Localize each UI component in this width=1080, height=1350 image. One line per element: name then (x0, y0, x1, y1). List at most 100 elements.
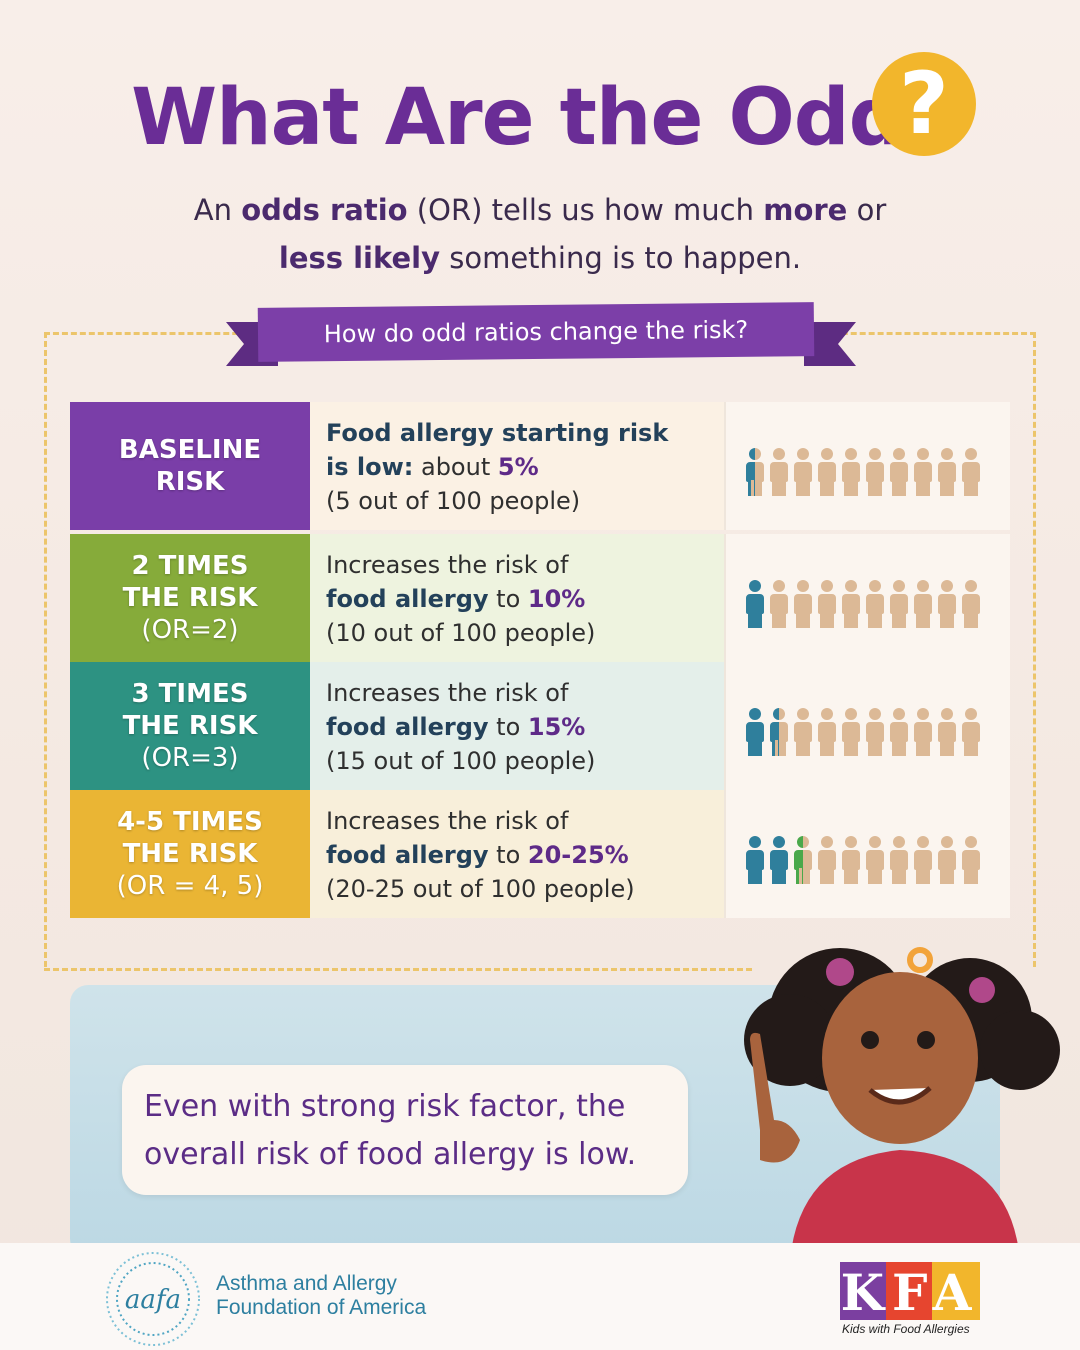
aafa-name: Asthma and Allergy Foundation of America (216, 1272, 426, 1320)
risk-row: 4-5 TIMES THE RISK (OR = 4, 5) Increases… (70, 790, 1008, 918)
person-icon (888, 708, 910, 758)
desc-count: (20-25 out of 100 people) (326, 872, 724, 906)
label-line: 3 TIMES (132, 678, 249, 710)
person-icon (840, 836, 862, 886)
person-icon (864, 836, 886, 886)
callout-line: overall risk of food allergy is low. (144, 1131, 666, 1179)
risk-description: Food allergy starting risk is low: about… (310, 402, 724, 530)
people-graphic (724, 790, 1010, 918)
kfa-tagline: Kids with Food Allergies (842, 1322, 970, 1336)
person-icon (744, 448, 766, 498)
dashed-frame-bottom (44, 968, 752, 971)
person-icon (816, 448, 838, 498)
subtitle-emphasis: odds ratio (241, 193, 407, 227)
person-icon (816, 836, 838, 886)
desc-count: (15 out of 100 people) (326, 744, 724, 778)
section-ribbon: How do odd ratios change the risk? (258, 302, 815, 362)
person-icon (912, 836, 934, 886)
person-icon (960, 708, 982, 758)
desc-count: (10 out of 100 people) (326, 616, 724, 650)
desc-text: to (489, 841, 528, 869)
person-icon (864, 448, 886, 498)
person-icon (936, 836, 958, 886)
desc-line: Food allergy starting risk (326, 419, 668, 447)
person-icon (960, 580, 982, 630)
aafa-name-line: Asthma and Allergy (216, 1272, 426, 1296)
callout-box: Even with strong risk factor, the overal… (122, 1065, 688, 1195)
person-icon (768, 448, 790, 498)
risk-percent: 20-25% (528, 841, 629, 869)
risk-percent: 15% (528, 713, 585, 741)
person-icon (936, 708, 958, 758)
face-icon (822, 972, 978, 1144)
risk-row: 3 TIMES THE RISK (OR=3) Increases the ri… (70, 662, 1008, 790)
person-icon (840, 448, 862, 498)
subtitle-text: (OR) tells us how much (408, 193, 764, 227)
person-icon (936, 580, 958, 630)
risk-label: 3 TIMES THE RISK (OR=3) (70, 662, 310, 790)
desc-line: Increases the risk of (326, 804, 724, 838)
person-icon (888, 448, 910, 498)
risk-description: Increases the risk of food allergy to 15… (310, 662, 724, 790)
subtitle-text: something is to happen. (440, 241, 801, 275)
risk-percent: 5% (498, 453, 539, 481)
subtitle-emphasis: more (763, 193, 847, 227)
person-icon (936, 448, 958, 498)
person-icon (768, 708, 790, 758)
risk-table: BASELINE RISK Food allergy starting risk… (70, 402, 1008, 918)
person-icon (792, 448, 814, 498)
desc-emphasis: food allergy (326, 841, 489, 869)
person-icon (768, 836, 790, 886)
subtitle: An odds ratio (OR) tells us how much mor… (0, 186, 1080, 282)
label-line: RISK (156, 466, 225, 498)
person-icon (744, 708, 766, 758)
subtitle-line-1: An odds ratio (OR) tells us how much mor… (0, 186, 1080, 234)
label-line: BASELINE (119, 434, 261, 466)
person-icon (864, 580, 886, 630)
risk-label: 4-5 TIMES THE RISK (OR = 4, 5) (70, 790, 310, 918)
label-line: 4-5 TIMES (117, 806, 263, 838)
person-icon (960, 836, 982, 886)
label-odds-ratio: (OR=2) (141, 614, 238, 646)
person-icon (792, 708, 814, 758)
desc-line: Increases the risk of (326, 676, 724, 710)
risk-percent: 10% (528, 585, 585, 613)
aafa-name-line: Foundation of America (216, 1296, 426, 1320)
person-icon (816, 580, 838, 630)
girl-illustration (720, 930, 1060, 1260)
person-icon (960, 448, 982, 498)
subtitle-text: An (194, 193, 241, 227)
risk-label: 2 TIMES THE RISK (OR=2) (70, 534, 310, 662)
person-icon (912, 580, 934, 630)
desc-text: about (413, 453, 498, 481)
label-line: THE RISK (123, 710, 258, 742)
person-icon (768, 580, 790, 630)
desc-emphasis: is low: (326, 453, 413, 481)
person-icon (744, 836, 766, 886)
person-icon (888, 836, 910, 886)
kfa-logo-text: KFA (841, 1263, 980, 1320)
label-line: THE RISK (123, 582, 258, 614)
kfa-logo: KFA (840, 1262, 980, 1320)
desc-text: to (489, 713, 528, 741)
person-icon (864, 708, 886, 758)
people-graphic (724, 402, 1010, 530)
risk-row: 2 TIMES THE RISK (OR=2) Increases the ri… (70, 534, 1008, 662)
person-icon (816, 708, 838, 758)
desc-emphasis: food allergy (326, 585, 489, 613)
subtitle-emphasis: less likely (279, 241, 440, 275)
desc-line: Increases the risk of (326, 548, 724, 582)
desc-text: to (489, 585, 528, 613)
subtitle-line-2: less likely something is to happen. (0, 234, 1080, 282)
person-icon (888, 580, 910, 630)
risk-row: BASELINE RISK Food allergy starting risk… (70, 402, 1008, 530)
person-icon (792, 836, 814, 886)
person-icon (744, 580, 766, 630)
desc-count: (5 out of 100 people) (326, 484, 724, 518)
risk-description: Increases the risk of food allergy to 20… (310, 790, 724, 918)
label-odds-ratio: (OR = 4, 5) (117, 870, 264, 902)
label-line: THE RISK (123, 838, 258, 870)
aafa-logo: aafa (104, 1250, 202, 1348)
risk-label: BASELINE RISK (70, 402, 310, 530)
